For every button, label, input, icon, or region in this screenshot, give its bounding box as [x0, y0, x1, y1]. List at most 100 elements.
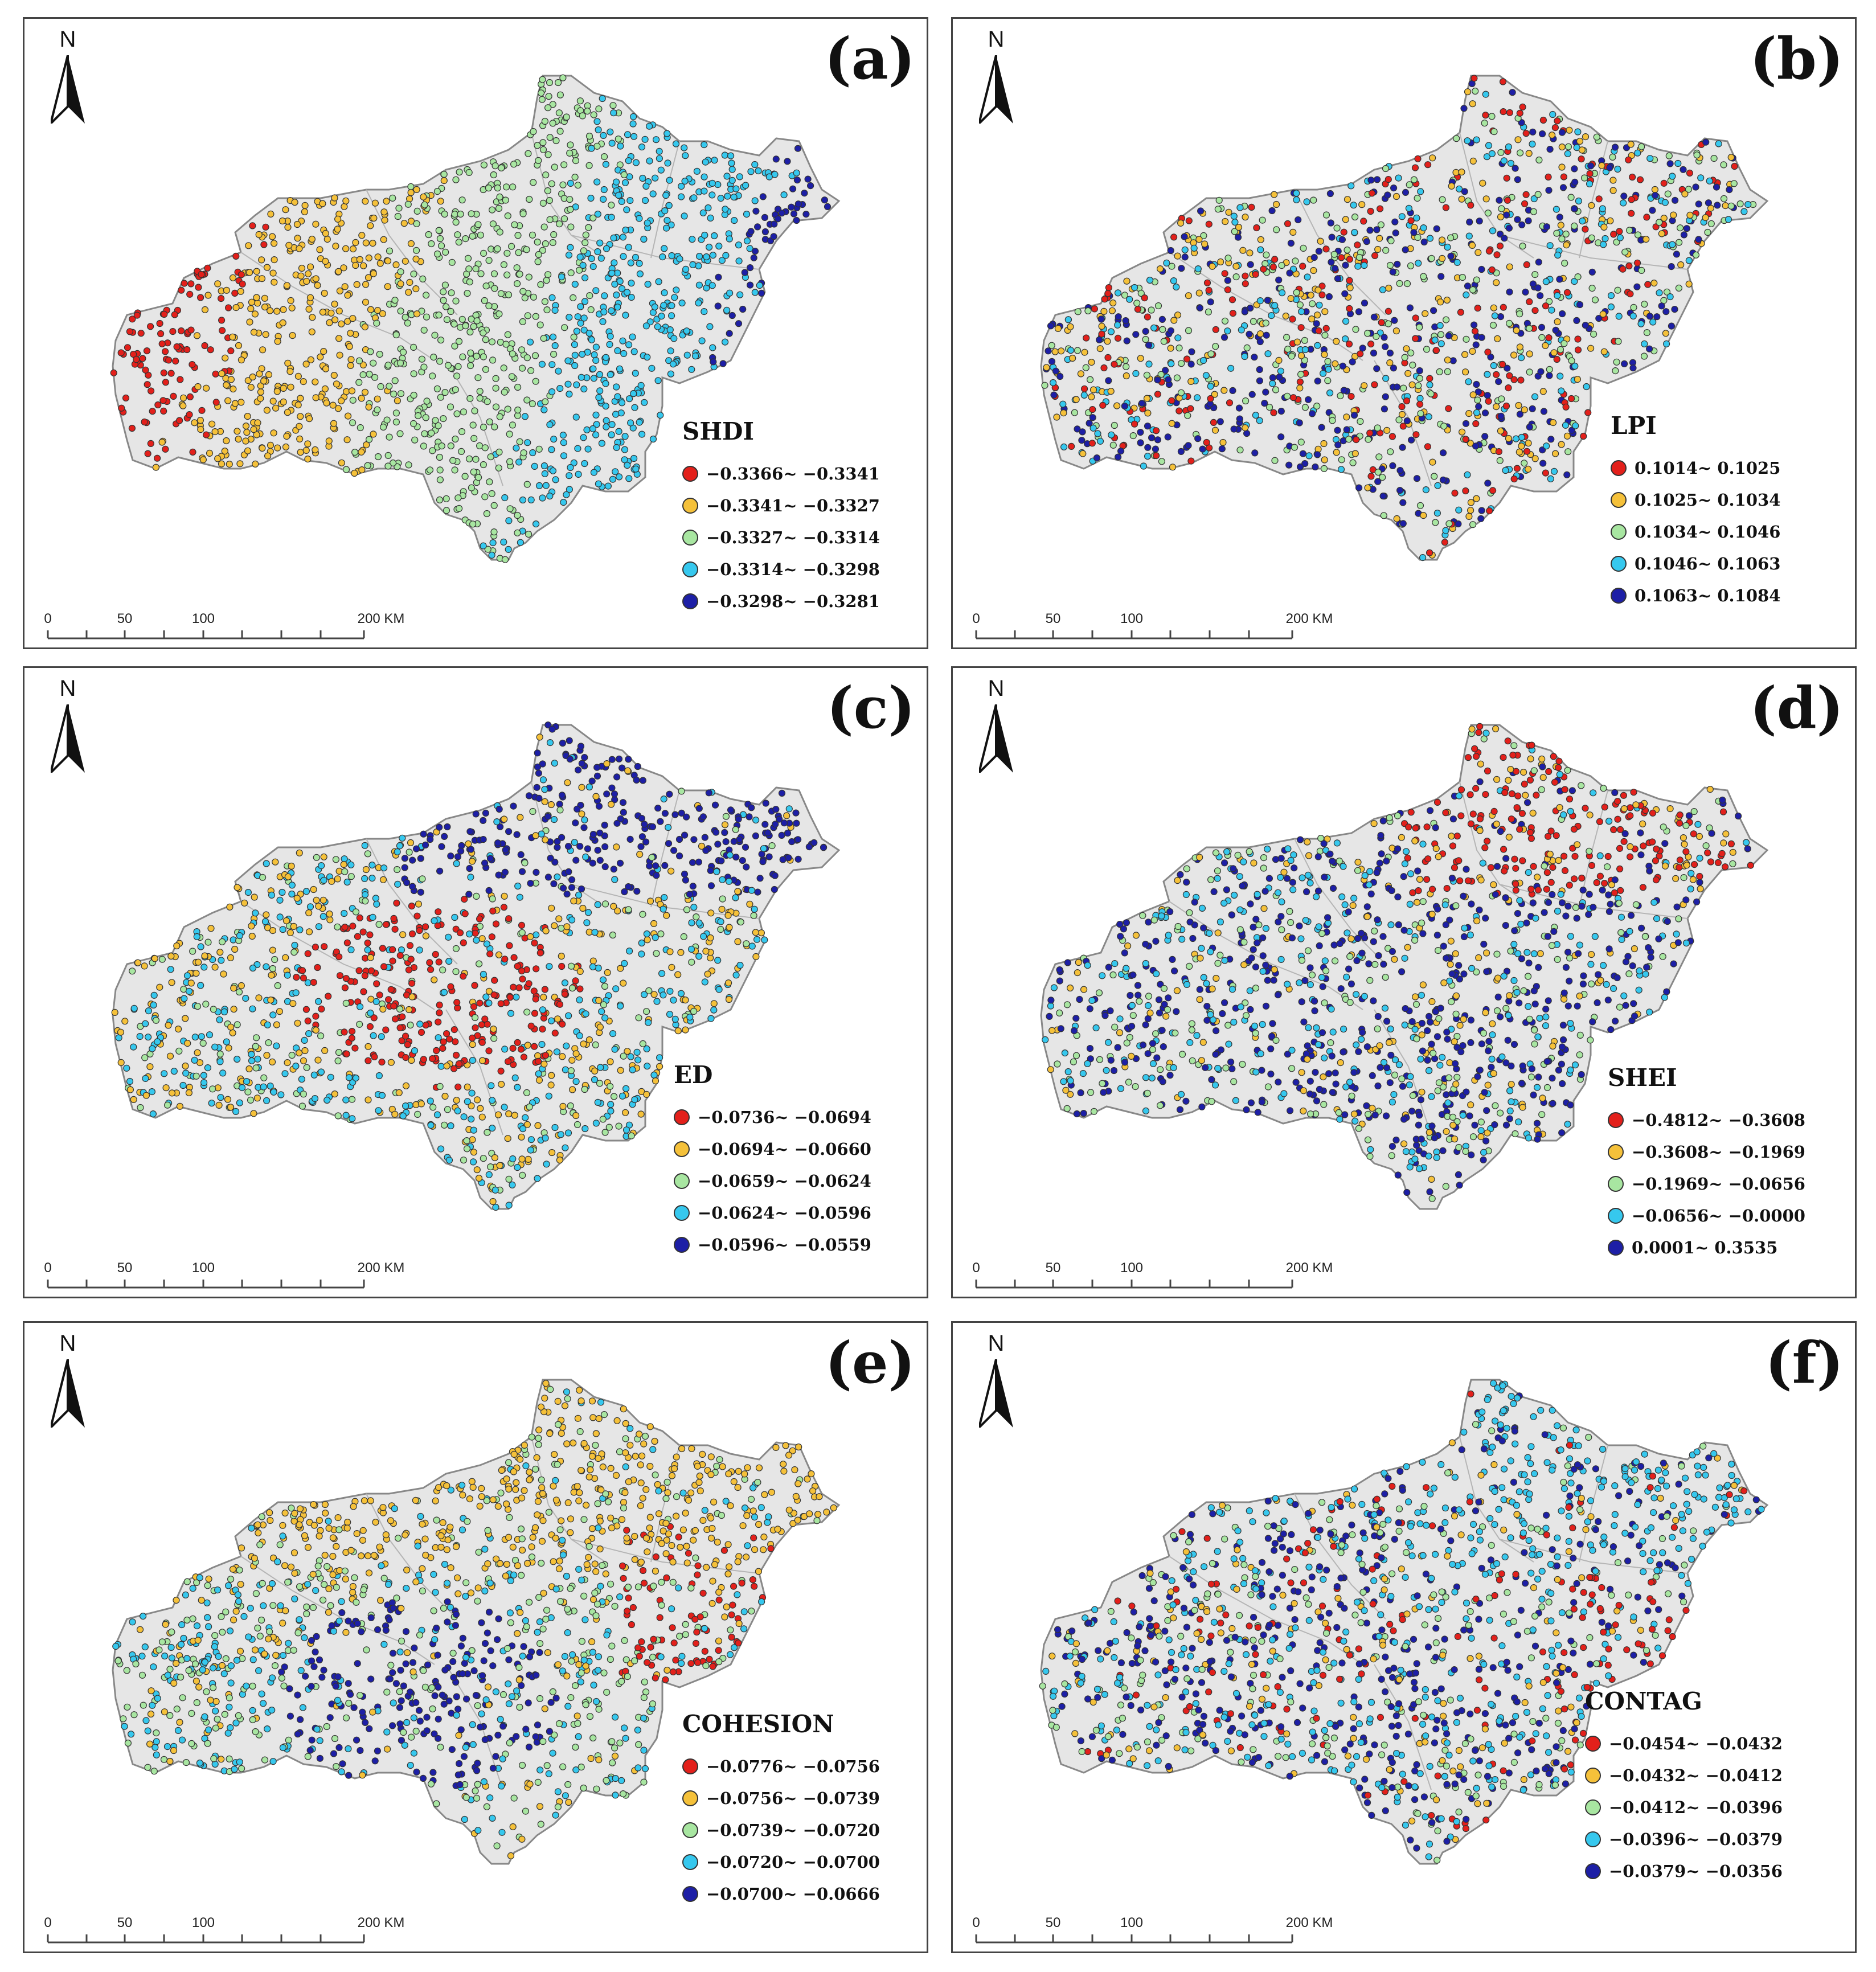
sample-point	[1301, 460, 1309, 468]
sample-point	[218, 460, 226, 468]
sample-point	[1304, 273, 1311, 281]
sample-point	[1590, 330, 1598, 338]
sample-point	[1382, 343, 1389, 350]
sample-point	[325, 993, 332, 1000]
sample-point	[214, 280, 222, 288]
sample-point	[1490, 362, 1497, 370]
sample-point	[379, 945, 387, 952]
sample-point	[201, 342, 208, 350]
sample-point	[300, 974, 307, 982]
sample-point	[321, 943, 328, 950]
sample-point	[260, 377, 268, 385]
sample-point	[514, 406, 522, 414]
sample-point	[688, 958, 695, 966]
sample-point	[1563, 241, 1570, 249]
sample-point	[536, 733, 543, 741]
sample-point	[1451, 489, 1459, 497]
sample-point	[1271, 191, 1278, 198]
sample-point	[565, 868, 572, 875]
sample-point	[753, 936, 761, 943]
sample-point	[601, 821, 608, 829]
sample-point	[396, 1024, 404, 1032]
sample-point	[1284, 392, 1291, 400]
sample-point	[527, 496, 535, 504]
sample-point	[471, 1014, 479, 1022]
scale-tick-label: 0	[972, 611, 980, 626]
sample-point	[667, 347, 674, 355]
sample-point	[701, 308, 708, 315]
sample-point	[1256, 377, 1264, 384]
sample-point	[714, 957, 722, 964]
sample-point	[1089, 414, 1096, 421]
sample-point	[1720, 195, 1728, 202]
sample-point	[560, 452, 568, 460]
sample-point	[457, 448, 465, 456]
sample-point	[622, 1085, 630, 1092]
sample-point	[591, 1076, 599, 1084]
sample-point	[1614, 165, 1621, 173]
sample-point	[1537, 368, 1545, 375]
sample-point	[380, 236, 387, 243]
sample-point	[728, 177, 736, 184]
sample-point	[717, 195, 724, 202]
sample-point	[793, 169, 800, 177]
sample-point	[611, 790, 618, 798]
sample-point	[699, 813, 707, 821]
sample-point	[1384, 191, 1391, 199]
sample-point	[514, 1163, 521, 1171]
sample-point	[1523, 799, 1531, 806]
sample-point	[447, 308, 454, 315]
sample-point	[373, 980, 380, 987]
sample-point	[1235, 224, 1243, 231]
sample-point	[771, 220, 778, 228]
sample-point	[1546, 242, 1554, 249]
sample-point	[313, 854, 320, 861]
sample-point	[1455, 1171, 1463, 1179]
sample-point	[701, 231, 708, 239]
sample-point	[495, 448, 503, 456]
sample-point	[743, 211, 751, 218]
sample-point	[1521, 460, 1528, 467]
sample-point	[1375, 453, 1383, 461]
sample-point	[296, 926, 304, 933]
sample-point	[1455, 520, 1462, 528]
sample-point	[1419, 554, 1427, 561]
sample-point	[1566, 126, 1573, 134]
sample-point	[597, 255, 605, 262]
sample-point	[1321, 331, 1329, 339]
sample-point	[469, 520, 477, 528]
sample-point	[541, 798, 548, 805]
sample-point	[371, 199, 379, 207]
sample-point	[1111, 421, 1118, 429]
sample-point	[608, 431, 615, 438]
sample-point	[616, 365, 624, 372]
north-arrow-icon	[51, 55, 85, 124]
sample-point	[1472, 442, 1480, 450]
sample-point	[1392, 192, 1400, 200]
sample-point	[420, 1056, 427, 1063]
sample-point	[746, 245, 753, 252]
sample-point	[241, 899, 248, 907]
sample-point	[666, 177, 673, 184]
sample-point	[625, 948, 633, 955]
sample-point	[1214, 206, 1222, 213]
sample-point	[770, 233, 777, 240]
sample-point	[1373, 365, 1381, 372]
sample-point	[315, 903, 322, 910]
sample-point	[1675, 239, 1683, 246]
sample-point	[589, 214, 597, 222]
sample-point	[452, 297, 460, 305]
sample-point	[352, 908, 360, 916]
sample-point	[145, 1034, 152, 1041]
sample-point	[640, 235, 648, 243]
sample-point	[480, 970, 488, 978]
sample-point	[1469, 521, 1477, 528]
sample-point	[1319, 370, 1327, 377]
sample-point	[1105, 377, 1112, 384]
sample-point	[495, 951, 503, 958]
sample-point	[554, 1015, 562, 1023]
sample-point	[141, 418, 148, 426]
sample-point	[1093, 454, 1101, 462]
sample-point	[502, 341, 510, 348]
sample-point	[1530, 195, 1538, 203]
